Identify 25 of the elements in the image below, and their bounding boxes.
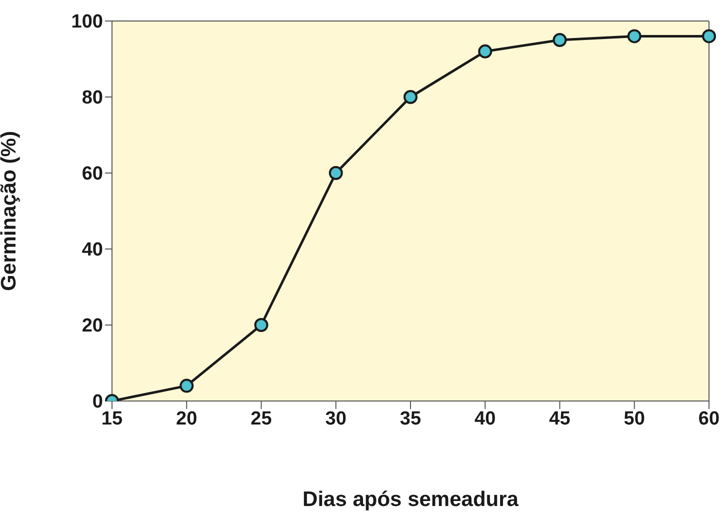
y-tick-label: 20 (82, 316, 103, 337)
point (552, 33, 567, 47)
x-tick-label: 60 (698, 408, 720, 430)
y-tick-label: 80 (82, 88, 103, 109)
x-tick-label: 40 (474, 408, 496, 430)
x-tick-label: 45 (549, 408, 571, 430)
point (404, 90, 418, 104)
point (702, 29, 716, 44)
y-tick-label: 40 (82, 240, 103, 261)
y-tick-label: 0 (92, 392, 103, 413)
x-tick-label: 30 (325, 408, 346, 430)
x-tick-label: 50 (624, 408, 645, 430)
point (478, 44, 492, 58)
point (328, 166, 343, 180)
point (254, 318, 268, 332)
y-tick-label: 100 (71, 12, 103, 33)
y-axis-title: Germinação (%) (0, 131, 20, 291)
point (180, 378, 194, 393)
x-tick-label: 25 (250, 408, 272, 430)
point (627, 29, 642, 44)
y-tick-label: 60 (82, 164, 103, 185)
x-tick-label: 35 (400, 408, 422, 430)
x-tick-label: 20 (176, 408, 198, 430)
x-axis-title: Dias após semeadura (302, 488, 519, 511)
x-tick-label: 15 (101, 408, 123, 430)
